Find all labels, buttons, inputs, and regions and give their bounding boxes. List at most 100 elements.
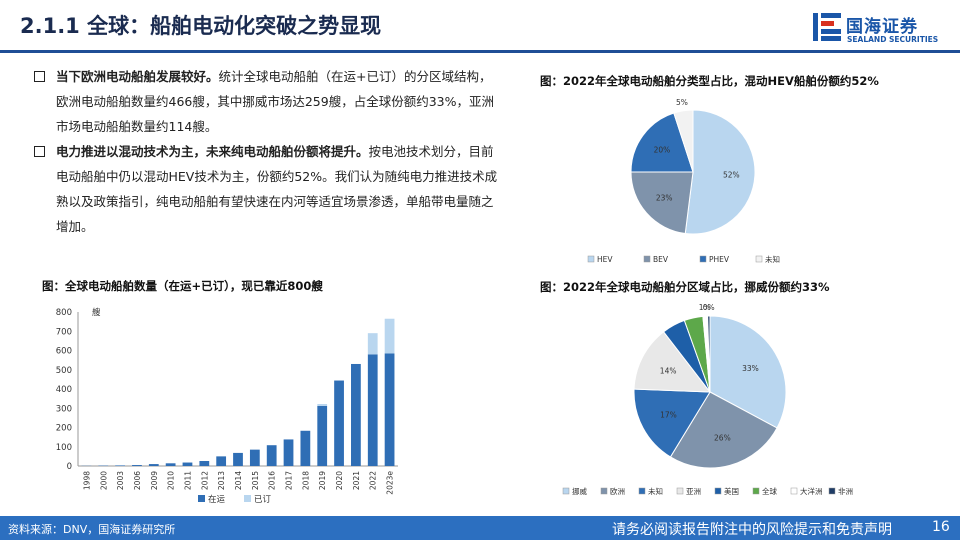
legend-label: 在运: [208, 494, 226, 505]
y-tick-label: 500: [56, 366, 72, 376]
bar: [199, 460, 210, 466]
x-tick-label: 2013: [217, 471, 226, 490]
bar: [384, 353, 395, 466]
pie-slice: [669, 391, 778, 469]
x-tick-label: 2011: [183, 471, 192, 490]
legend-label: BEV: [653, 255, 669, 264]
pie-slice: [630, 171, 694, 235]
footer-bar: [0, 516, 960, 540]
slice-label: 17%: [660, 410, 677, 419]
x-tick-label: 2003: [116, 471, 125, 490]
checkbox-bullet-icon: [34, 146, 45, 157]
x-tick-label: 2016: [268, 471, 277, 490]
y-axis-unit: 艘: [92, 307, 101, 318]
y-tick-label: 300: [56, 404, 72, 414]
x-tick-label: 2022: [369, 471, 378, 490]
pie-slice: [630, 112, 694, 173]
legend-swatch: [562, 487, 570, 495]
y-tick-label: 800: [56, 308, 72, 318]
ship-count-bar-chart: 0 100 200 300 400 500 600 700 800 艘 1998 2000 2003 20…: [56, 307, 398, 505]
company-logo: 国海证券 SEALAND SECURITIES: [812, 10, 952, 48]
slice-label: 52%: [723, 170, 740, 179]
x-tick-label: 2000: [99, 471, 108, 490]
bar: [148, 464, 159, 466]
bar: [266, 445, 277, 466]
slice-label: 14%: [660, 366, 677, 375]
ship-type-pie-chart: 52% 23% 20% 5% HEV BEV PHEV 未知: [587, 98, 780, 264]
legend-swatch: [755, 255, 763, 263]
legend-swatch: [752, 487, 760, 495]
x-tick-label: 2010: [167, 471, 176, 490]
legend-label: 全球: [762, 486, 777, 496]
legend-label: 非洲: [838, 486, 853, 496]
pie-slice: [709, 315, 787, 429]
x-tick-label: 2012: [200, 471, 209, 490]
bar: [115, 465, 125, 466]
bullet-heading: 当下欧洲电动船舶发展较好。: [56, 69, 219, 84]
title-divider: [0, 50, 960, 53]
x-tick-label: 2014: [234, 471, 243, 490]
legend-swatch: [638, 487, 646, 495]
pie-type-title: 图：2022年全球电动船舶分类型占比，混动HEV船舶份额约52%: [540, 74, 879, 88]
y-tick-label: 600: [56, 347, 72, 357]
legend-swatch: [643, 255, 651, 263]
page-number: 16: [932, 519, 950, 535]
bar: [384, 318, 395, 354]
bullet-text: 统计全球电动船舶（在运+已订）的分区域结构，欧洲电动船舶数量约466艘，其中挪威…: [56, 69, 495, 134]
legend-label: 挪威: [572, 486, 587, 496]
x-tick-label: 2018: [301, 471, 310, 490]
bullet-text: 按电池技术划分，目前电动船舶中仍以混动HEV技术为主，份额约52%。我们认为随纯…: [56, 144, 498, 234]
bar: [317, 404, 328, 406]
ship-region-pie-chart: 33% 26% 17% 14% 1%0% 挪威 欧洲 未知 亚洲 美国 全球 大洋洲 非洲: [562, 303, 853, 496]
legend-swatch: [587, 255, 595, 263]
bar: [351, 363, 361, 466]
bar: [132, 465, 142, 466]
bar-chart-title: 图：全球电动船舶数量（在运+已订），现已靠近800艘: [42, 279, 323, 293]
bar: [300, 430, 311, 466]
bar: [367, 354, 378, 466]
legend-swatch: [714, 487, 722, 495]
slice-label: 20%: [654, 145, 671, 154]
legend-label: PHEV: [709, 255, 730, 264]
legend-label: 未知: [648, 486, 663, 496]
footer-source: 资料来源：DNV，国海证券研究所: [8, 523, 176, 536]
x-tick-label: 2017: [285, 471, 294, 490]
x-tick-label: 2009: [150, 471, 159, 490]
page-title: 2.1.1 全球：船舶电动化突破之势显现: [20, 14, 382, 38]
bar: [283, 439, 294, 466]
legend-swatch: [676, 487, 684, 495]
x-tick-label: 2015: [251, 471, 260, 490]
legend-swatch: [600, 487, 608, 495]
slice-label: 0%: [703, 303, 715, 312]
sealand-logo-icon: [813, 13, 841, 41]
legend-swatch: [198, 495, 205, 502]
y-tick-label: 0: [67, 462, 72, 472]
slice-label: 26%: [714, 433, 731, 442]
bar: [233, 452, 243, 466]
y-tick-label: 200: [56, 424, 72, 434]
bar: [334, 380, 344, 466]
x-tick-label: 2023e: [386, 471, 395, 495]
legend-label: 大洋洲: [800, 486, 823, 496]
pie-slice: [707, 315, 711, 393]
legend-label: 已订: [254, 494, 272, 505]
legend-swatch: [244, 495, 251, 502]
y-tick-label: 100: [56, 443, 72, 453]
bar: [216, 456, 227, 466]
pie-slice: [684, 109, 756, 235]
x-tick-label: 1998: [82, 471, 91, 490]
bullet-list: 当下欧洲电动船舶发展较好。统计全球电动船舶（在运+已订）的分区域结构，欧洲电动船…: [30, 64, 500, 239]
legend-label: HEV: [597, 255, 613, 264]
slice-label: 33%: [742, 364, 759, 373]
legend-label: 亚洲: [686, 487, 701, 496]
x-tick-label: 2020: [335, 471, 344, 490]
pie-slice: [673, 109, 694, 173]
legend-label: 未知: [765, 254, 780, 264]
slice-label: 23%: [656, 193, 673, 202]
legend-swatch: [828, 487, 836, 495]
bar: [165, 463, 176, 466]
bar: [367, 333, 378, 355]
y-tick-label: 400: [56, 385, 72, 395]
pie-slice: [633, 388, 711, 458]
legend-label: 欧洲: [610, 486, 625, 496]
